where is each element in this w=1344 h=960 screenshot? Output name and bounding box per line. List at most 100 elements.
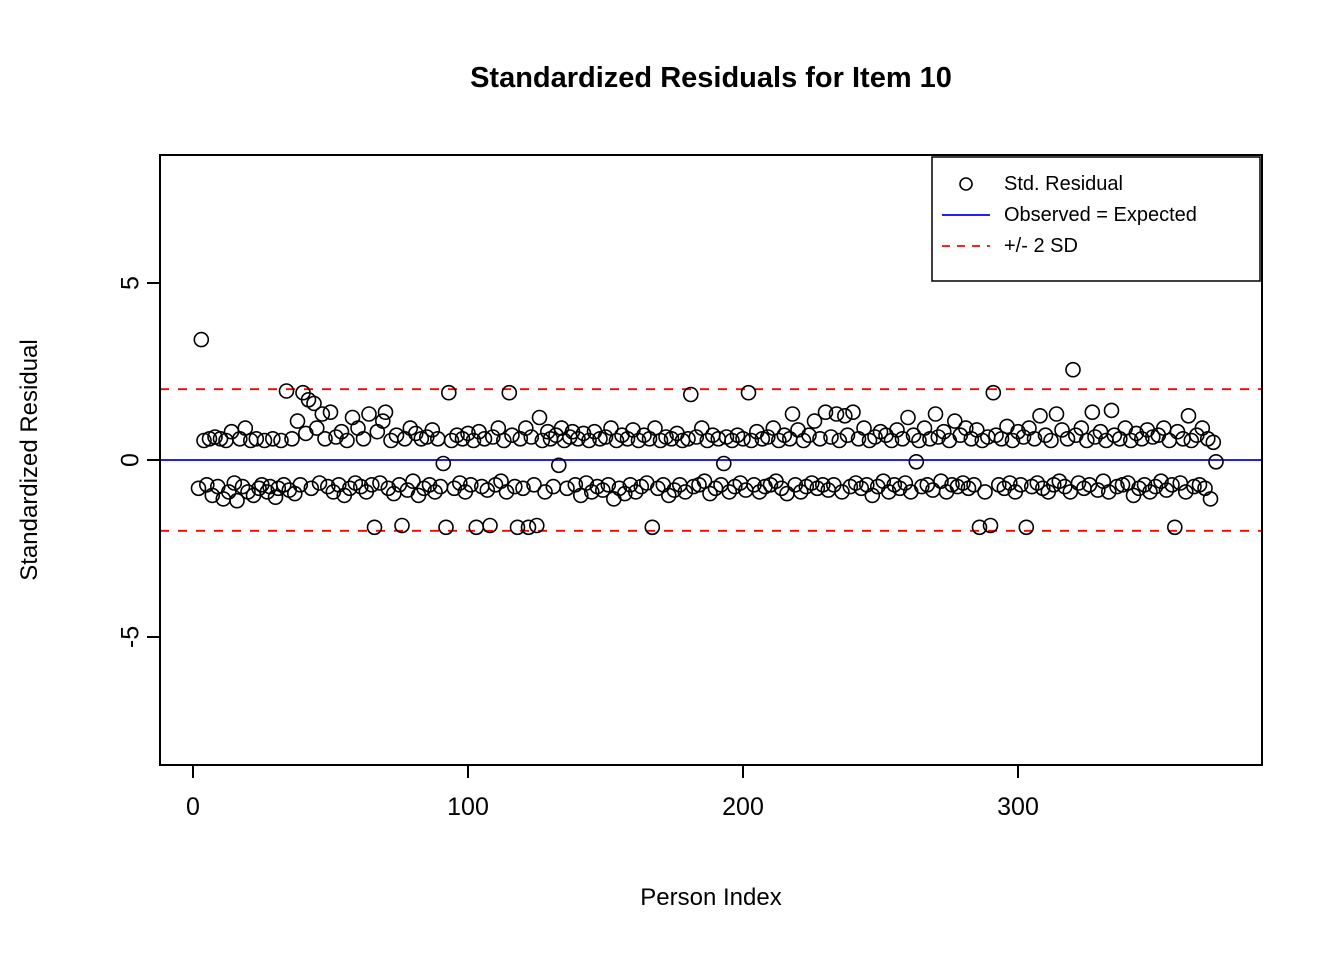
data-point [644,519,661,536]
data-point [1043,432,1059,449]
data-point [1153,473,1169,490]
data-point [190,480,207,497]
data-point [847,475,864,491]
data-point [682,386,699,403]
data-point [248,430,265,447]
data-point [339,432,355,449]
data-point [264,430,281,447]
data-point [1079,432,1095,449]
data-point [443,432,460,449]
x-axis-ticks: 0 100 200 300 [186,765,1039,821]
data-point [1051,473,1068,490]
data-point [666,482,683,498]
data-point [350,420,366,436]
data-point [570,430,586,447]
data-point [396,430,413,447]
data-point [724,432,740,449]
data-point [581,432,597,449]
data-point [1183,432,1200,449]
data-point [1054,422,1070,438]
data-point [380,480,397,497]
data-point [900,409,916,426]
data-point [1032,407,1048,424]
y-tick-label: 5 [117,276,145,290]
data-point [1128,425,1145,442]
data-point [451,475,468,491]
data-point [966,476,982,493]
data-point [303,480,320,497]
data-point [1167,519,1183,536]
data-point [688,429,705,445]
data-point [801,427,817,444]
data-point [806,413,823,429]
data-point [828,406,845,422]
data-point [366,519,383,536]
data-point [735,430,751,447]
data-point [402,420,419,436]
data-point [275,476,292,493]
data-point [314,406,331,422]
data-point [600,476,617,493]
data-point [267,489,284,506]
data-point [1065,361,1081,378]
data-point [306,395,322,412]
data-point [594,482,611,498]
data-point [482,517,498,534]
data-point [506,478,523,495]
data-point [286,485,303,502]
data-point [699,432,716,449]
data-point [1037,427,1054,444]
data-point [743,432,760,449]
data-point [278,383,295,399]
data-point [1164,476,1180,493]
data-point [740,384,757,401]
data-point [1001,475,1018,491]
data-point [999,418,1015,435]
data-point [498,484,515,500]
data-point [479,482,496,498]
data-point [273,432,289,449]
data-point [1161,432,1178,449]
data-point [256,432,273,449]
data-point [311,475,328,491]
data-point [352,478,369,495]
data-point [803,475,820,491]
data-point [831,432,848,449]
data-point [344,409,361,426]
data-point [341,480,358,497]
y-tick-label: 0 [117,453,145,467]
y-tick-label: -5 [117,626,145,648]
legend: Std. Residual Observed = Expected +/- 2 SD [931,156,1261,282]
data-point [515,480,531,497]
data-point [982,517,999,534]
data-point [361,406,377,422]
data-point [619,430,636,447]
data-point [1208,453,1224,470]
data-point [559,480,575,497]
data-point [897,475,914,491]
data-point [424,422,441,438]
data-point [955,475,971,491]
data-point [388,427,405,444]
data-point [1087,429,1103,445]
data-point [908,453,925,470]
legend-label: +/- 2 SD [1004,235,1078,257]
data-point [889,422,905,438]
data-point [476,430,493,447]
data-point [553,420,570,436]
data-point [845,404,861,421]
data-point [985,384,1002,401]
data-point [446,480,463,497]
data-point [537,484,553,500]
data-point [234,478,251,495]
data-point [792,484,809,500]
data-point [867,429,883,445]
data-point [1178,484,1194,500]
data-point [1103,402,1120,419]
data-point [550,457,567,474]
data-point [1147,478,1164,495]
chart-title: Standardized Residuals for Item 10 [470,62,952,94]
data-point [1202,491,1219,507]
data-point [605,491,622,507]
